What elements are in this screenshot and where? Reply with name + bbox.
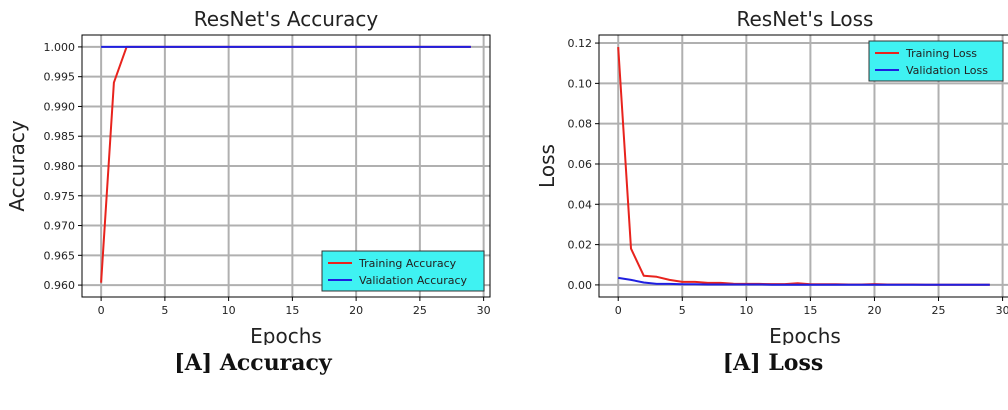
- loss-y-tick-label: 0.12: [568, 37, 593, 50]
- accuracy-y-axis-label: Accuracy: [5, 120, 29, 211]
- loss-legend-label: Training Loss: [905, 47, 977, 60]
- loss-y-tick-label: 0.10: [568, 77, 593, 90]
- loss-y-tick-label: 0.02: [568, 239, 593, 252]
- loss-x-tick-label: 10: [739, 304, 753, 317]
- accuracy-series: [100, 45, 471, 283]
- loss-chart-title: ResNet's Loss: [737, 7, 874, 31]
- figure: ResNet's Accuracy 0 5 10 15 20 25 30 0.960 0.965…: [5, 7, 1008, 345]
- loss-y-tick-label: 0.04: [568, 198, 593, 211]
- loss-plot-frame: [598, 34, 1008, 298]
- accuracy-y-tick-label: 0.980: [44, 160, 76, 173]
- accuracy-x-tick-label: 25: [413, 304, 427, 317]
- loss-y-tick-label: 0.06: [568, 158, 593, 171]
- accuracy-legend-label: Training Accuracy: [358, 257, 457, 270]
- accuracy-y-tick-label: 0.960: [44, 279, 76, 292]
- loss-y-tick-label: 0.00: [568, 279, 593, 292]
- accuracy-x-tick-label: 15: [285, 304, 299, 317]
- loss-legend-box: [868, 40, 1004, 82]
- loss-x-axis-label: Epochs: [769, 324, 841, 345]
- accuracy-legend-label: Validation Accuracy: [359, 274, 468, 287]
- accuracy-x-tick-label: 0: [98, 304, 105, 317]
- loss-y-tick-label: 0.08: [568, 118, 593, 131]
- accuracy-y-tick-label: 0.975: [44, 190, 76, 203]
- loss-ticks: 0 5 10 15 20 25 30 0.00 0.02 0.04 0.06 0.08 0.10 0.12: [568, 37, 1008, 317]
- accuracy-x-tick-label: 20: [349, 304, 363, 317]
- accuracy-legend: Training Accuracy Validation Accuracy: [321, 250, 485, 292]
- loss-legend-label: Validation Loss: [906, 64, 988, 77]
- accuracy-y-tick-label: 0.995: [44, 71, 76, 84]
- loss-x-tick-label: 25: [932, 304, 946, 317]
- accuracy-y-tick-label: 0.970: [44, 220, 76, 233]
- loss-caption: [A] Loss: [722, 350, 824, 376]
- loss-legend: Training Loss Validation Loss: [868, 40, 1004, 82]
- accuracy-x-axis-label: Epochs: [250, 324, 322, 345]
- loss-x-tick-label: 0: [615, 304, 622, 317]
- loss-chart: ResNet's Loss 0 5 10 15 20 25 30 0.00 0.02 0.04 0.…: [535, 7, 1008, 345]
- loss-x-tick-label: 5: [679, 304, 686, 317]
- loss-x-tick-label: 15: [803, 304, 817, 317]
- accuracy-legend-box: [321, 250, 485, 292]
- loss-x-tick-label: 20: [867, 304, 881, 317]
- accuracy-caption: [A] Accuracy: [174, 350, 332, 376]
- accuracy-series-line-training: [100, 45, 471, 283]
- accuracy-x-tick-label: 30: [477, 304, 491, 317]
- accuracy-chart: ResNet's Accuracy 0 5 10 15 20 25 30 0.960 0.965…: [5, 7, 491, 345]
- loss-series: [617, 47, 990, 286]
- loss-y-axis-label: Loss: [535, 144, 559, 188]
- accuracy-x-tick-label: 5: [161, 304, 168, 317]
- accuracy-y-tick-label: 1.000: [44, 41, 76, 54]
- accuracy-y-tick-label: 0.985: [44, 130, 76, 143]
- accuracy-y-tick-label: 0.965: [44, 249, 76, 262]
- loss-series-line-validation: [618, 276, 990, 286]
- accuracy-y-tick-label: 0.990: [44, 100, 76, 113]
- loss-x-tick-label: 30: [996, 304, 1008, 317]
- accuracy-grid: [82, 35, 490, 297]
- accuracy-x-tick-label: 10: [222, 304, 236, 317]
- accuracy-ticks: 0 5 10 15 20 25 30 0.960 0.965 0.970 0.975 0.980 0.9…: [44, 41, 491, 317]
- accuracy-chart-title: ResNet's Accuracy: [194, 7, 379, 31]
